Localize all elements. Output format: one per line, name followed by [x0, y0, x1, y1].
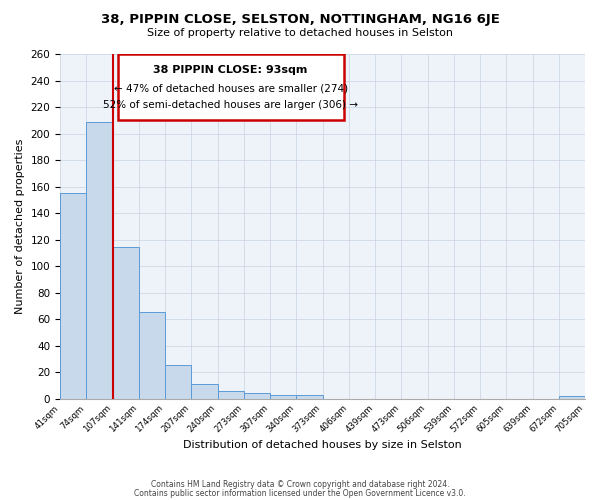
X-axis label: Distribution of detached houses by size in Selston: Distribution of detached houses by size …	[183, 440, 462, 450]
FancyBboxPatch shape	[118, 54, 344, 120]
Bar	[113, 248, 139, 398]
Text: Contains public sector information licensed under the Open Government Licence v3: Contains public sector information licen…	[134, 488, 466, 498]
Text: 38 PIPPIN CLOSE: 93sqm: 38 PIPPIN CLOSE: 93sqm	[154, 64, 308, 74]
Bar	[191, 384, 218, 398]
Bar	[559, 396, 585, 398]
Bar	[86, 122, 113, 398]
Bar	[296, 394, 323, 398]
Bar	[244, 394, 270, 398]
Y-axis label: Number of detached properties: Number of detached properties	[15, 138, 25, 314]
Text: Contains HM Land Registry data © Crown copyright and database right 2024.: Contains HM Land Registry data © Crown c…	[151, 480, 449, 489]
Bar	[165, 366, 191, 398]
Text: Size of property relative to detached houses in Selston: Size of property relative to detached ho…	[147, 28, 453, 38]
Bar	[60, 193, 86, 398]
Text: 52% of semi-detached houses are larger (306) →: 52% of semi-detached houses are larger (…	[103, 100, 358, 110]
Text: ← 47% of detached houses are smaller (274): ← 47% of detached houses are smaller (27…	[113, 83, 348, 93]
Text: 38, PIPPIN CLOSE, SELSTON, NOTTINGHAM, NG16 6JE: 38, PIPPIN CLOSE, SELSTON, NOTTINGHAM, N…	[101, 12, 499, 26]
Bar	[218, 390, 244, 398]
Bar	[270, 394, 296, 398]
Bar	[139, 312, 165, 398]
